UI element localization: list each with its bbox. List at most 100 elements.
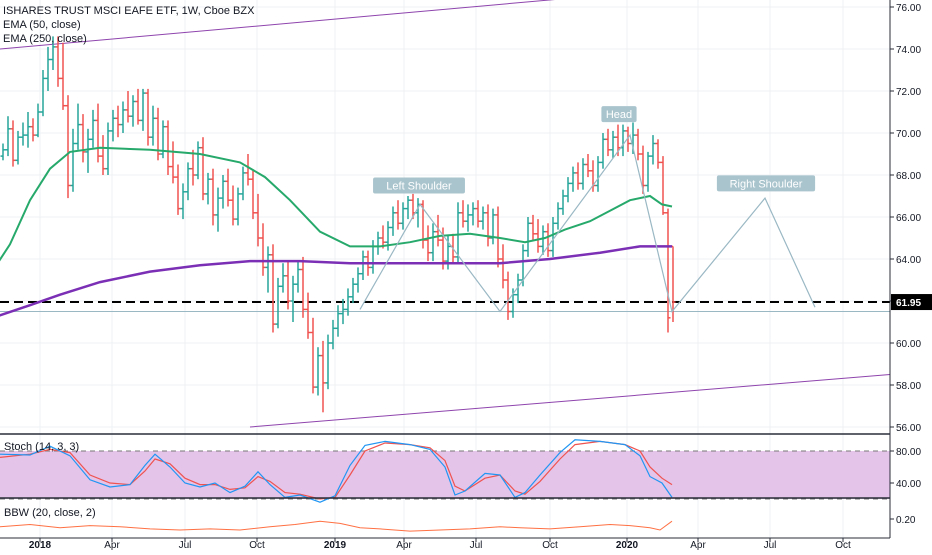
candle <box>455 202 461 264</box>
candle <box>565 177 571 203</box>
label-box <box>601 106 637 123</box>
time-tick-label: Apr <box>104 540 120 550</box>
candle <box>100 135 106 175</box>
candle <box>10 120 16 167</box>
candle <box>645 151 651 192</box>
candle <box>175 164 181 215</box>
main-legend: ISHARES TRUST MSCI EAFE ETF, 1W, Cboe BZ… <box>3 4 254 46</box>
candle <box>190 149 196 186</box>
candle <box>555 202 561 230</box>
ema50-line <box>0 146 673 262</box>
candle <box>310 317 316 394</box>
candle <box>510 288 516 318</box>
candle <box>550 217 556 257</box>
candle <box>260 223 266 276</box>
candle <box>5 116 11 157</box>
candle <box>405 196 411 220</box>
candle <box>595 156 601 192</box>
candle <box>240 166 246 201</box>
price-tick-label: 76.00 <box>896 3 921 14</box>
candle <box>125 91 131 123</box>
candle <box>215 187 221 232</box>
label-text: Right Shoulder <box>730 178 803 190</box>
candle <box>295 261 301 293</box>
price-tick-label: 74.00 <box>896 45 921 56</box>
candle <box>485 204 491 247</box>
candle <box>585 154 591 178</box>
candle <box>430 223 436 262</box>
candle <box>570 166 576 192</box>
pattern-layer <box>359 133 816 313</box>
time-tick-label: 2019 <box>324 540 347 550</box>
annotation-layer: Left Shoulder Head Right Shoulder <box>373 106 816 194</box>
candle <box>490 208 496 245</box>
time-tick-label: Apr <box>396 540 412 550</box>
candle <box>0 143 6 161</box>
candle <box>535 219 541 253</box>
candle <box>500 244 506 289</box>
candle <box>610 130 616 159</box>
candle <box>185 162 191 201</box>
candle <box>195 141 201 180</box>
candle <box>245 154 251 186</box>
candle <box>110 109 116 142</box>
trend-line-bottom <box>249 374 891 428</box>
stoch-k-line <box>0 439 673 503</box>
candle <box>120 101 126 133</box>
candle <box>505 271 511 320</box>
time-tick-label: Jul <box>764 540 777 550</box>
candle <box>560 189 566 215</box>
candle <box>390 206 396 236</box>
time-tick-label: Oct <box>249 540 265 550</box>
candle <box>155 107 161 161</box>
time-tick-label: 2018 <box>29 540 52 550</box>
candle <box>415 198 421 228</box>
candle <box>80 114 86 163</box>
candle <box>330 319 336 350</box>
label-text: Left Shoulder <box>386 181 452 193</box>
candle <box>655 139 661 169</box>
candle <box>400 202 406 230</box>
candle <box>180 183 186 220</box>
candle <box>665 208 671 333</box>
candle <box>25 112 31 148</box>
bbw-pane <box>0 520 673 532</box>
time-tick-label: Jul <box>179 540 192 550</box>
candle <box>225 168 231 207</box>
candle <box>660 156 666 215</box>
candle <box>635 128 641 161</box>
time-tick-label: 2020 <box>616 540 639 550</box>
ema-layer <box>0 146 673 317</box>
candle <box>210 168 216 226</box>
candle <box>90 109 96 148</box>
candle <box>355 267 361 293</box>
candle <box>375 231 381 255</box>
pattern-label-0: Left Shoulder <box>373 177 465 194</box>
candle <box>345 288 351 316</box>
time-tick-label: Oct <box>542 540 558 550</box>
candle <box>50 36 56 70</box>
candle <box>580 158 586 190</box>
trend-lines-layer <box>0 0 891 428</box>
candle <box>320 340 326 413</box>
candle <box>30 118 36 142</box>
candle <box>65 95 71 199</box>
price-tick-label: 64.00 <box>896 255 921 266</box>
candles-layer <box>0 36 676 413</box>
candle <box>165 120 171 175</box>
candle <box>85 128 91 173</box>
candle <box>370 240 376 274</box>
candle <box>625 126 631 152</box>
price-tick-label: 56.00 <box>896 423 921 434</box>
stoch-d-line <box>0 440 673 500</box>
trend-line-top <box>0 0 555 50</box>
candle <box>130 95 136 127</box>
label-box <box>716 175 816 192</box>
price-tick-label: 72.00 <box>896 87 921 98</box>
candle <box>280 263 286 293</box>
candle <box>350 277 356 304</box>
ema250-line <box>0 245 672 317</box>
candle <box>465 204 471 232</box>
